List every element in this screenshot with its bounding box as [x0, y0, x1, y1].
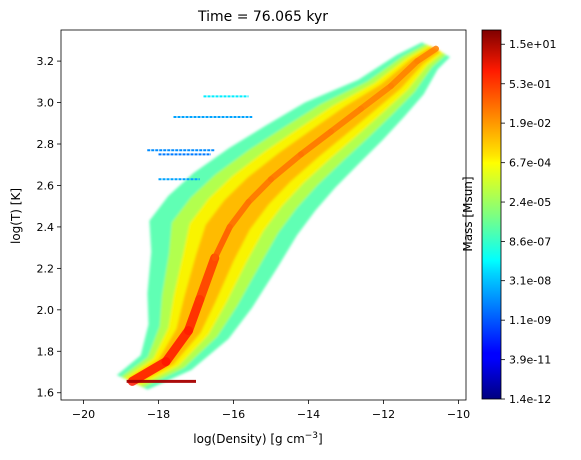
y-tick-label: 2.4: [37, 221, 55, 234]
colorbar-tick-label: 2.4e-05: [509, 196, 551, 209]
density-band-3: [127, 46, 441, 384]
y-tick-label: 2.0: [37, 304, 55, 317]
x-tick-label: −12: [372, 408, 395, 421]
x-axis-label-close: ]: [318, 432, 323, 446]
x-tick-label: −20: [72, 408, 95, 421]
x-axis-label-exponent: −3: [305, 431, 318, 441]
ridge-segment: [211, 223, 233, 262]
y-tick-label: 3.2: [37, 55, 55, 68]
colorbar-tick-label: 1.9e-02: [509, 117, 551, 130]
y-tick-label: 3.0: [37, 97, 55, 110]
y-tick-label: 2.2: [37, 262, 55, 275]
y-axis-ticks: 1.6 1.8 2.0 2.2 2.4 2.6 2.8 3.0 3.2: [37, 55, 61, 400]
x-axis-label: log(Density) [g cm−3]: [193, 431, 322, 446]
plot-area: [116, 42, 451, 390]
ridge-segment: [245, 176, 274, 206]
colorbar-tick-label: 1.1e-09: [509, 314, 551, 327]
plot-frame: [60, 29, 467, 401]
ridge-segment: [226, 199, 252, 230]
ridge-segment: [388, 58, 421, 89]
ridge-segment: [195, 253, 220, 304]
colorbar-tick-label: 3.1e-08: [509, 275, 551, 288]
colorbar-ticks: 1.4e-12 3.9e-11 1.1e-09 3.1e-08 8.6e-07 2.4e-…: [501, 38, 556, 406]
colorbar-tick-label: 8.6e-07: [509, 235, 551, 248]
phase-ridge: [126, 45, 439, 386]
colorbar: [481, 29, 502, 400]
colorbar-tick-label: 6.7e-04: [509, 157, 551, 170]
x-axis-label-text: log(Density) [g cm: [193, 432, 305, 446]
chart-title: Time = 76.065 kyr: [197, 9, 328, 25]
colorbar-label: Mass [Msun]: [461, 176, 475, 251]
colorbar-tick-label: 3.9e-11: [509, 354, 551, 367]
ridge-segment: [268, 151, 304, 183]
x-tick-label: −10: [447, 408, 470, 421]
x-tick-label: −14: [297, 408, 320, 421]
ridge-segment: [358, 82, 394, 112]
y-tick-label: 1.8: [37, 345, 55, 358]
colorbar-tick-label: 1.5e+01: [509, 38, 556, 51]
y-tick-label: 2.8: [37, 138, 55, 151]
x-axis-ticks: −20 −18 −16 −14 −12 −10: [72, 400, 470, 421]
colorbar-tick-label: 5.3e-01: [509, 78, 551, 91]
colorbar-tick-label: 1.4e-12: [509, 393, 551, 406]
low-density-streaks: [147, 95, 253, 181]
ridge-segment: [298, 128, 334, 158]
phase-density-cloud: [116, 42, 451, 390]
y-axis-label: log(T) [K]: [9, 188, 23, 244]
y-tick-label: 2.6: [37, 179, 55, 192]
ridge-segment: [414, 45, 439, 65]
x-tick-label: −18: [147, 408, 170, 421]
y-tick-label: 1.6: [37, 387, 55, 400]
x-tick-label: −16: [222, 408, 245, 421]
ridge-segment: [127, 357, 171, 386]
ridge-segment: [184, 294, 205, 336]
ridge-segment: [328, 105, 364, 135]
ridge-segment: [161, 326, 193, 367]
